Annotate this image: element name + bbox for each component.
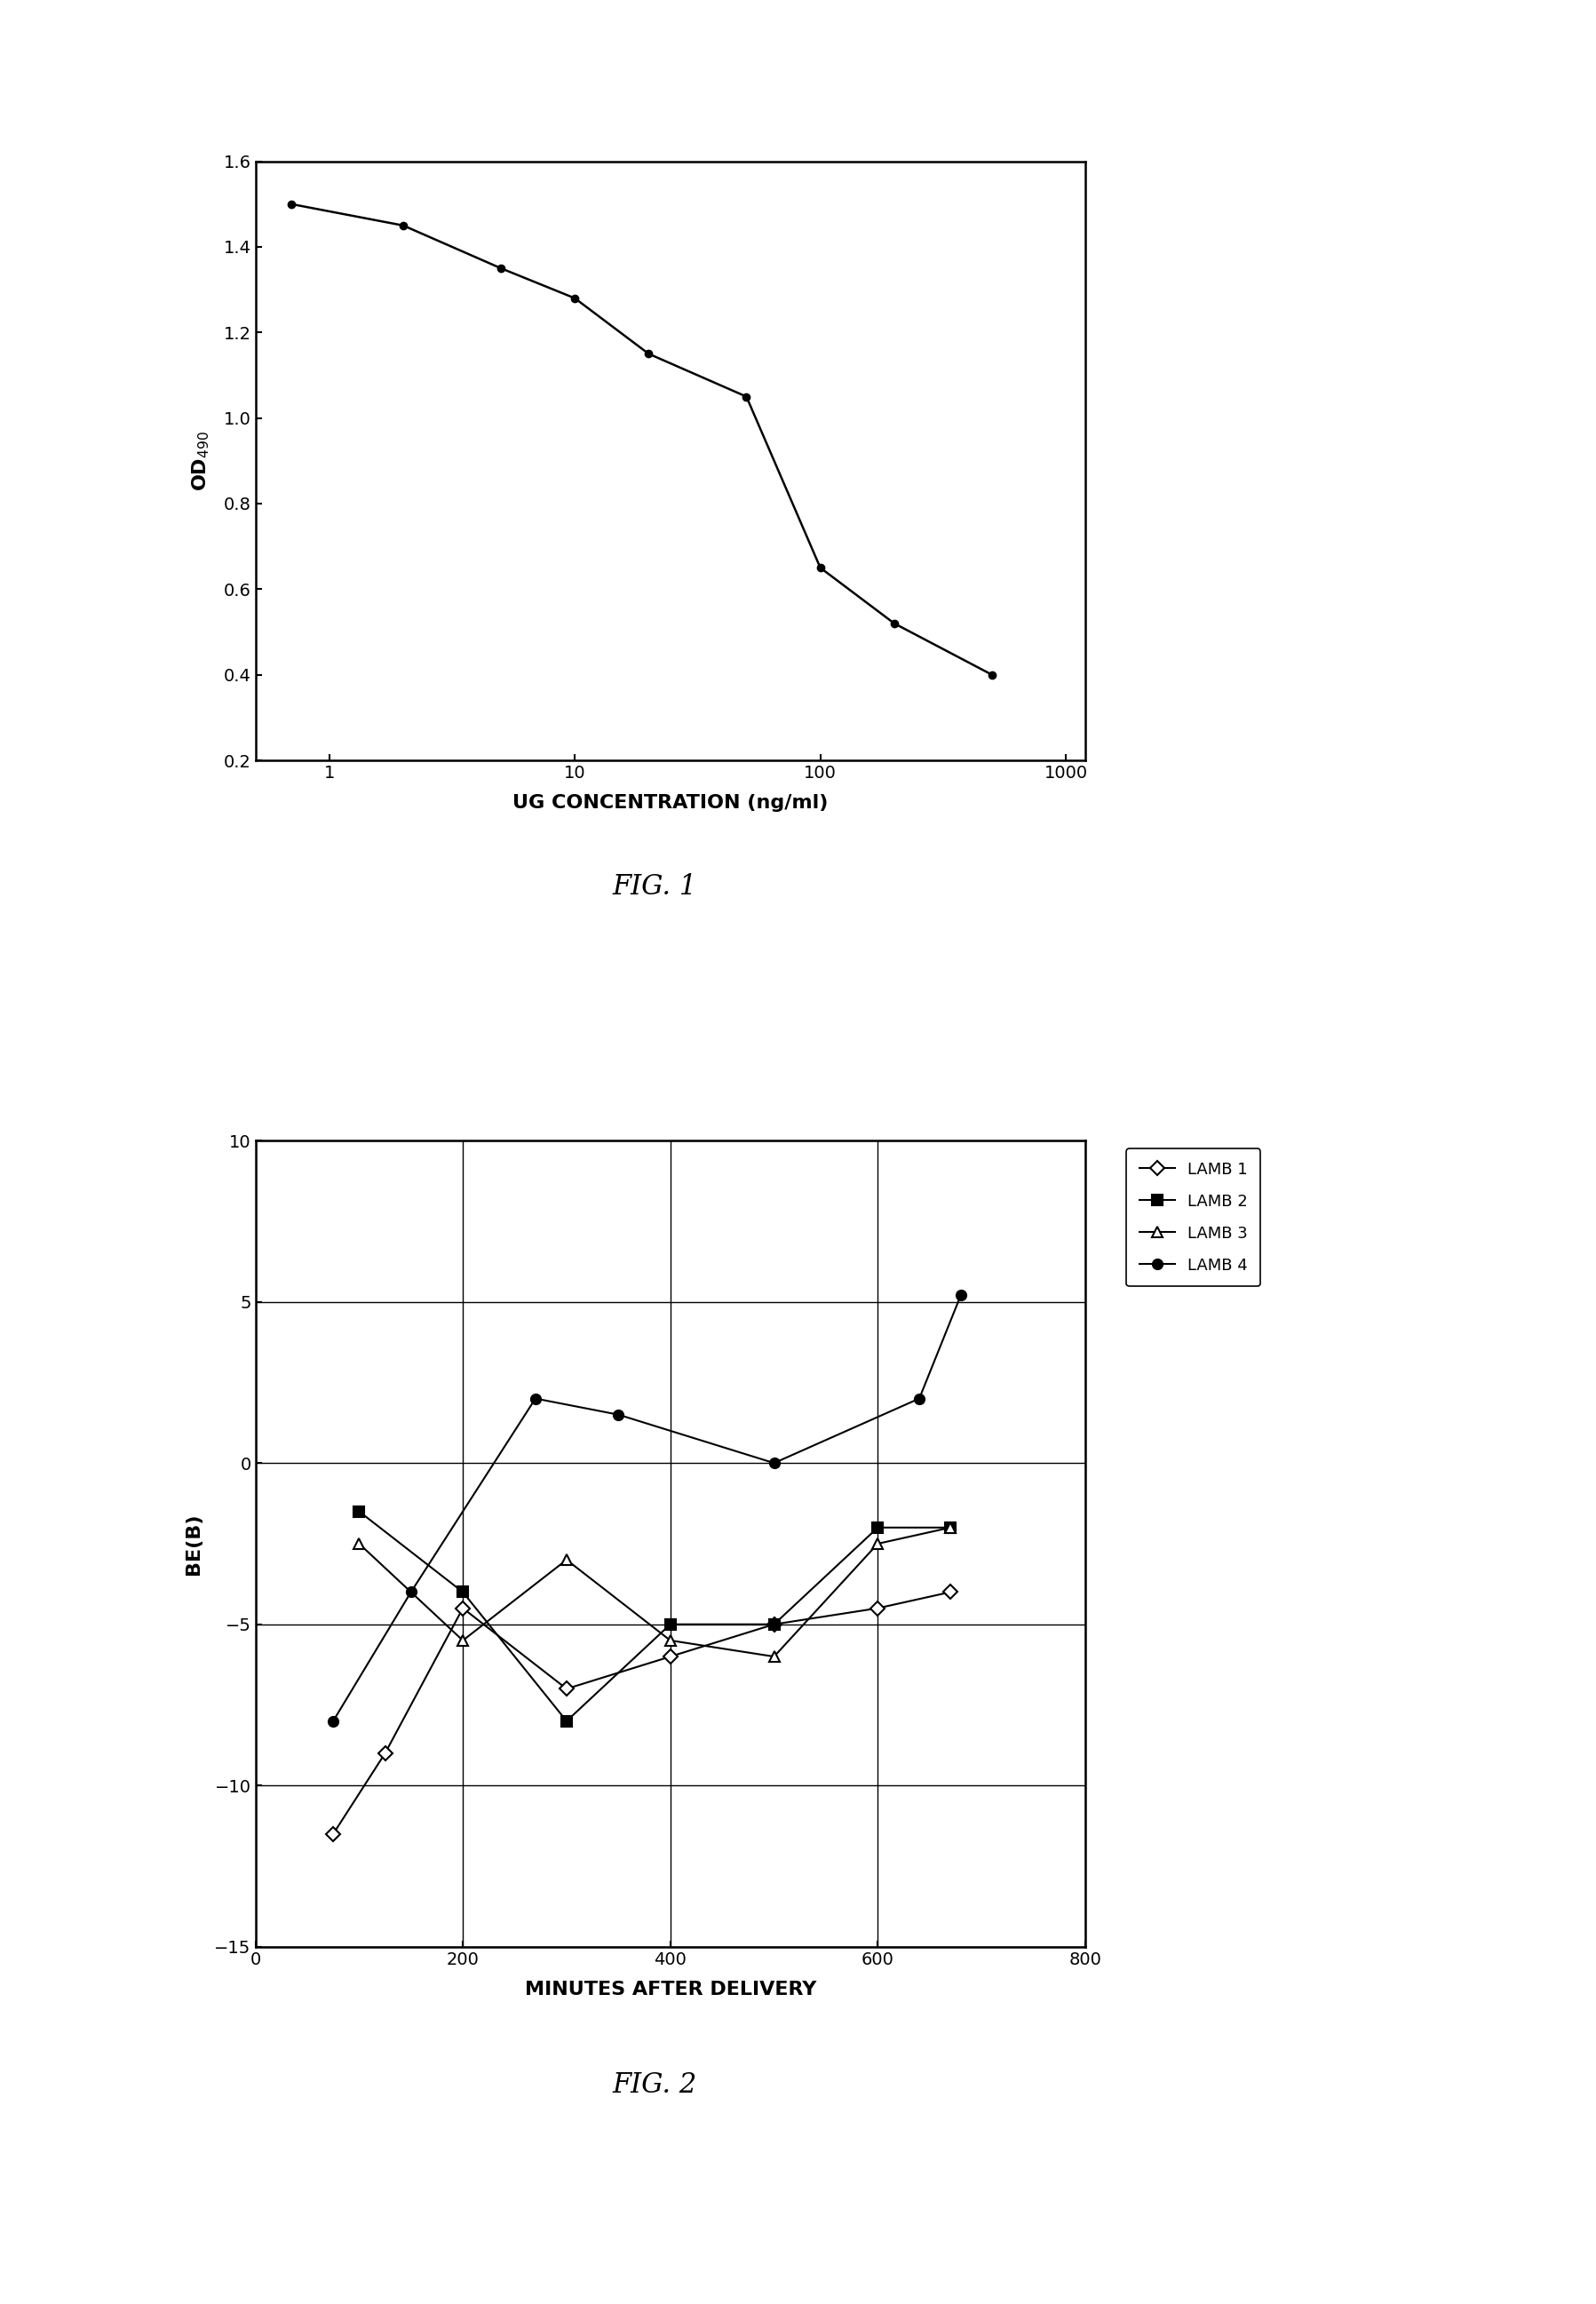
Y-axis label: OD$_{490}$: OD$_{490}$ xyxy=(190,431,211,491)
Y-axis label: BE(B): BE(B) xyxy=(184,1514,203,1574)
Legend: LAMB 1, LAMB 2, LAMB 3, LAMB 4: LAMB 1, LAMB 2, LAMB 3, LAMB 4 xyxy=(1127,1147,1261,1286)
X-axis label: MINUTES AFTER DELIVERY: MINUTES AFTER DELIVERY xyxy=(525,1981,816,1998)
Text: FIG. 1: FIG. 1 xyxy=(611,873,697,901)
Text: FIG. 2: FIG. 2 xyxy=(611,2071,697,2099)
X-axis label: UG CONCENTRATION (ng/ml): UG CONCENTRATION (ng/ml) xyxy=(512,795,828,811)
